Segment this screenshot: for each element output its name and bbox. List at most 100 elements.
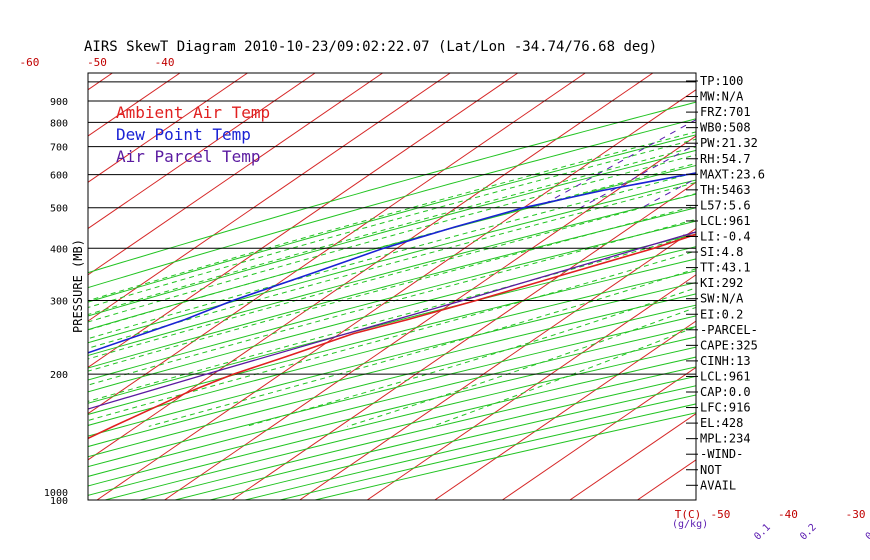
legend-ambient-air-temp: Ambient Air Temp (116, 103, 270, 122)
index-label: PW:21.32 (700, 136, 758, 150)
index-label: LFC:916 (700, 401, 751, 415)
dew-point-temp-line (88, 172, 696, 354)
index-label: RH:54.7 (700, 152, 751, 166)
top-temp-tick-label: -50 (87, 56, 107, 69)
pressure-tick-label: 700 (50, 143, 68, 154)
dry-adiabat-line (88, 304, 696, 458)
index-label: LI:-0.4 (700, 230, 751, 244)
dry-adiabat-line (88, 233, 696, 393)
mixing-ratio-line (580, 143, 696, 209)
bottom-temp-tick-label: -40 (778, 508, 798, 521)
index-label: AVAIL (700, 478, 736, 492)
isotherm-line (88, 73, 316, 230)
dry-adiabat-line (88, 149, 696, 317)
index-label: WB0:508 (700, 121, 751, 135)
mixing-ratio-line (779, 73, 870, 208)
pressure-tick-label: 500 (50, 204, 68, 215)
air-parcel-temp-line (88, 231, 696, 410)
isotherm-line (88, 73, 654, 461)
isotherm-line (773, 73, 870, 500)
index-label: TH:5463 (700, 183, 751, 197)
isotherm-line (366, 274, 696, 500)
index-label: NOT (700, 463, 722, 477)
dry-adiabat-line (88, 282, 696, 437)
plot-frame (87, 72, 697, 501)
chart-title: AIRS SkewT Diagram 2010-10-23/09:02:22.0… (84, 39, 657, 55)
isotherm-line (231, 181, 696, 500)
isotherm-line (434, 320, 696, 500)
dry-adiabat-line (88, 101, 696, 274)
dry-adiabat-line (88, 270, 696, 426)
pressure-tick-label: 100 (50, 496, 68, 507)
pressure-tick-label: 200 (50, 370, 68, 381)
index-label: CAPE:325 (700, 338, 758, 352)
isotherm-line (502, 366, 696, 500)
mixing-ratio-unit-label: (g/kg) (672, 519, 708, 530)
pressure-tick-label: 800 (50, 118, 68, 129)
dry-adiabat-line (88, 207, 696, 369)
mixing-ratio-line (803, 73, 870, 208)
dry-adiabat-line (88, 164, 696, 331)
isotherm-line (299, 227, 696, 500)
legend-air-parcel-temp: Air Parcel Temp (116, 147, 261, 166)
isotherm-line (0, 73, 45, 500)
index-label: MW:N/A (700, 90, 744, 104)
temp-unit-label: T(C) (675, 508, 702, 521)
index-label: -WIND- (700, 447, 743, 461)
pressure-tick-label: 1000 (44, 488, 68, 499)
dry-adiabat-line (88, 179, 696, 344)
isotherm-line (96, 89, 696, 500)
mixing-ratio-label: 0.5 (864, 522, 870, 543)
dry-adiabat-line (88, 315, 696, 468)
bottom-temp-tick-label: -30 (846, 508, 866, 521)
mixing-ratio-line (865, 73, 870, 208)
isotherm-line (88, 73, 248, 183)
y-axis-label: PRESSURE (MB) (71, 239, 85, 333)
isotherm-line (164, 135, 696, 500)
index-label: KI:292 (700, 276, 743, 290)
index-label: EI:0.2 (700, 307, 743, 321)
pressure-tick-label: 600 (50, 171, 68, 182)
index-label: FRZ:701 (700, 105, 751, 119)
index-label: MPL:234 (700, 432, 751, 446)
index-label: -PARCEL- (700, 323, 758, 337)
index-label: SW:N/A (700, 292, 744, 306)
mixing-ratio-label: 0.2 (798, 522, 819, 543)
dry-adiabat-line (88, 258, 696, 415)
mixing-ratio-label: 0.1 (752, 522, 773, 543)
index-label: CAP:0.0 (700, 385, 751, 399)
legend-dew-point-temp: Dew Point Temp (116, 125, 251, 144)
bottom-temp-tick-label: -50 (710, 508, 730, 521)
mixing-ratio-line (746, 73, 870, 208)
isotherm-line (840, 73, 870, 500)
dry-adiabat-line (88, 336, 696, 487)
dry-adiabat-line (88, 293, 696, 448)
dry-adiabat-line (88, 193, 696, 357)
index-label: EL:428 (700, 416, 743, 430)
isotherm-line (88, 73, 451, 322)
dry-adiabat-line (88, 326, 696, 477)
index-label: TT:43.1 (700, 261, 751, 275)
top-temp-tick-label: -40 (155, 56, 175, 69)
isotherm-line (569, 413, 696, 500)
pressure-tick-label: 900 (50, 97, 68, 108)
isotherm-line (88, 73, 519, 368)
dry-adiabat-line (88, 134, 696, 303)
index-label: LCL:961 (700, 214, 751, 228)
index-label: L57:5.6 (700, 198, 751, 212)
index-label: CINH:13 (700, 354, 751, 368)
dry-adiabat-line (88, 118, 696, 289)
isotherm-line (88, 73, 113, 91)
isotherm-line (88, 73, 383, 276)
mixing-ratio-line (839, 73, 870, 208)
ambient-air-temp-line (88, 233, 696, 440)
index-label: LCL:961 (700, 369, 751, 383)
index-label: SI:4.8 (700, 245, 743, 259)
index-label: TP:100 (700, 74, 743, 88)
pressure-tick-label: 300 (50, 296, 68, 307)
dry-adiabat-line (88, 220, 696, 381)
top-temp-tick-label: -60 (20, 56, 40, 69)
index-label: MAXT:23.6 (700, 167, 765, 181)
pressure-tick-label: 400 (50, 244, 68, 255)
